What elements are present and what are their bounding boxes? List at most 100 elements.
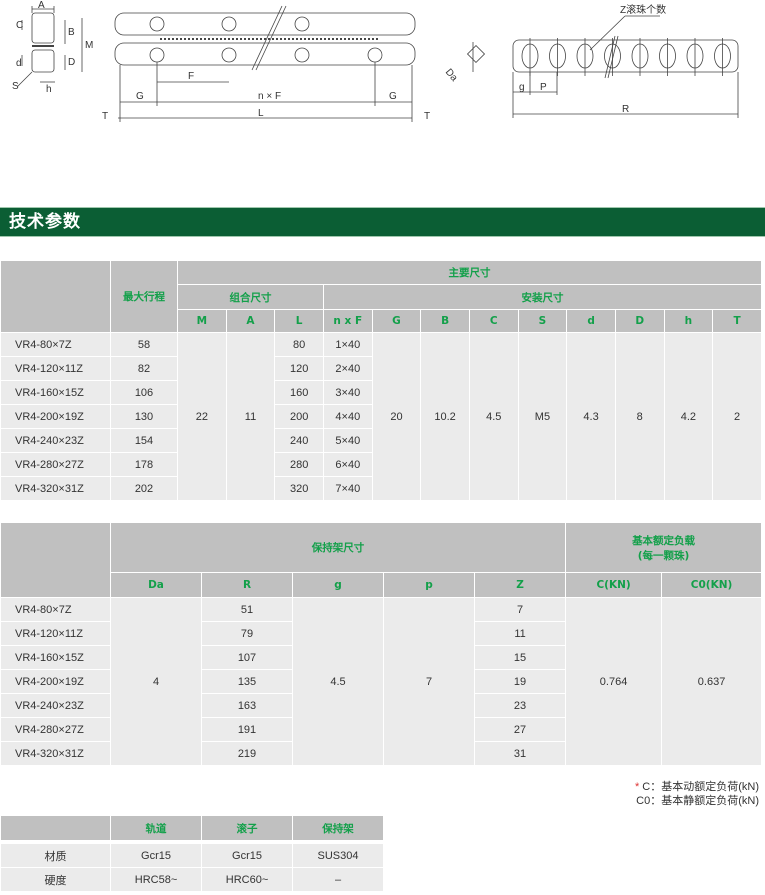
dim-label: B <box>68 27 75 38</box>
R-cell: 135 <box>201 669 293 694</box>
Z-cell: 31 <box>473 741 567 766</box>
spacer <box>0 840 384 844</box>
col-header-0: 轨道 <box>110 815 202 841</box>
cage-dimensions-header: 保持架尺寸 <box>109 522 567 573</box>
spacer-row <box>0 840 384 844</box>
dim-label: D <box>68 57 75 68</box>
value-cell: Gcr15 <box>110 843 202 868</box>
material-table: 轨道 滚子 保持架 材质 Gcr15 Gcr15 SUS304 硬度 HRC58~ HRC60~… <box>0 815 384 892</box>
nF-cell: 7×40 <box>322 476 373 501</box>
model-cell: VR4-120×11Z <box>0 621 111 646</box>
model-cell: VR4-280×27Z <box>0 452 111 477</box>
note-text: C0：基本静额定负荷(kN) <box>636 795 759 807</box>
model-cell: VR4-200×19Z <box>0 404 111 429</box>
model-cell: VR4-320×31Z <box>0 741 111 766</box>
table-row: VR4-120×11Z 82 120 2×40 <box>0 356 762 381</box>
dim-label: G <box>389 91 397 102</box>
dim-label: F <box>188 71 194 82</box>
dim-label: h <box>46 84 52 95</box>
g-cell: 4.5 <box>292 597 384 766</box>
dim-label: C <box>16 20 23 31</box>
model-cell: VR4-240×23Z <box>0 693 111 718</box>
R-cell: 163 <box>201 693 293 718</box>
stroke-cell: 106 <box>110 380 178 405</box>
note-c0: C0：基本静额定负荷(kN) <box>636 792 759 808</box>
nF-cell: 4×40 <box>322 404 373 429</box>
L-cell: 160 <box>274 380 324 405</box>
L-cell: 320 <box>274 476 324 501</box>
L-cell: 280 <box>274 452 324 477</box>
stroke-header: 最大行程 <box>110 260 178 333</box>
C-cell: 4.5 <box>468 332 519 501</box>
R-cell: 51 <box>201 597 293 622</box>
section-title: 技术参数 <box>9 212 81 232</box>
cage-drawing: Da Z滚珠个数 g P R <box>443 3 739 118</box>
Z-cell: 27 <box>473 717 567 742</box>
load-rating-title: 基本额定负载 <box>632 534 696 547</box>
col-header-2: L <box>274 309 324 333</box>
row-label: 材质 <box>0 843 111 868</box>
L-cell: 120 <box>274 356 324 381</box>
col-header-5: C(KN) <box>565 572 663 598</box>
model-cell: VR4-200×19Z <box>0 669 111 694</box>
col-header-11: T <box>712 309 762 333</box>
table-row: VR4-320×31Z 219 31 <box>0 741 762 766</box>
Z-cell: 15 <box>473 645 567 670</box>
p-cell: 7 <box>383 597 475 766</box>
blank-header <box>0 815 111 841</box>
col-header-2: g <box>292 572 384 598</box>
row-label: 硬度 <box>0 867 111 892</box>
dim-label: L <box>258 108 264 119</box>
dim-label: R <box>622 104 629 115</box>
stroke-cell: 58 <box>110 332 178 357</box>
col-header-7: S <box>517 309 568 333</box>
table-row: 材质 Gcr15 Gcr15 SUS304 <box>0 843 384 868</box>
dim-label: A <box>38 0 45 11</box>
col-header-0: M <box>177 309 227 333</box>
model-cell: VR4-280×27Z <box>0 717 111 742</box>
value-cell: Gcr15 <box>201 843 293 868</box>
dim-label: G <box>136 91 144 102</box>
dim-label: T <box>102 111 108 122</box>
col-header-4: Z <box>473 572 567 598</box>
M-cell: 22 <box>177 332 227 501</box>
Z-cell: 23 <box>473 693 567 718</box>
stroke-cell: 178 <box>110 452 178 477</box>
col-header-4: G <box>371 309 422 333</box>
section-title-bar: 技术参数 <box>0 207 765 237</box>
nF-cell: 3×40 <box>322 380 373 405</box>
d-cell: 4.3 <box>566 332 616 501</box>
Z-cell: 19 <box>473 669 567 694</box>
model-cell: VR4-80×7Z <box>0 332 111 357</box>
D-cell: 8 <box>614 332 665 501</box>
cross-section-drawing: A C B M d D S h <box>12 0 93 95</box>
Da-cell: 4 <box>110 597 202 766</box>
L-cell: 80 <box>274 332 324 357</box>
dim-label: g <box>519 82 525 93</box>
dim-label: d <box>16 58 22 69</box>
model-cell: VR4-80×7Z <box>0 597 111 622</box>
model-header <box>0 522 111 598</box>
R-cell: 107 <box>201 645 293 670</box>
model-header <box>0 260 111 333</box>
col-header-6: C0(KN) <box>661 572 763 598</box>
model-cell: VR4-160×15Z <box>0 645 111 670</box>
main-dimensions-header: 主要尺寸 <box>177 260 762 285</box>
dim-label: Da <box>443 67 460 84</box>
B-cell: 10.2 <box>420 332 470 501</box>
G-cell: 20 <box>371 332 422 501</box>
Z-cell: 7 <box>473 597 567 622</box>
dim-label: T <box>424 111 430 122</box>
table-row: VR4-160×15Z 106 160 3×40 <box>0 380 762 405</box>
table-row: VR4-80×7Z 4 51 4.5 7 7 0.764 0.637 <box>0 597 763 766</box>
col-header-3: p <box>383 572 475 598</box>
note-text: C：基本动额定负荷(kN) <box>642 781 759 793</box>
value-cell: HRC60~ <box>201 867 293 892</box>
col-header-2: 保持架 <box>292 815 384 841</box>
note-c: * C：基本动额定负荷(kN) <box>634 781 759 793</box>
nF-cell: 1×40 <box>322 332 373 357</box>
load-rating-subtitle: (每一颗珠) <box>637 549 690 562</box>
R-cell: 191 <box>201 717 293 742</box>
combo-dimensions-header: 组合尺寸 <box>177 284 324 310</box>
model-cell: VR4-120×11Z <box>0 356 111 381</box>
